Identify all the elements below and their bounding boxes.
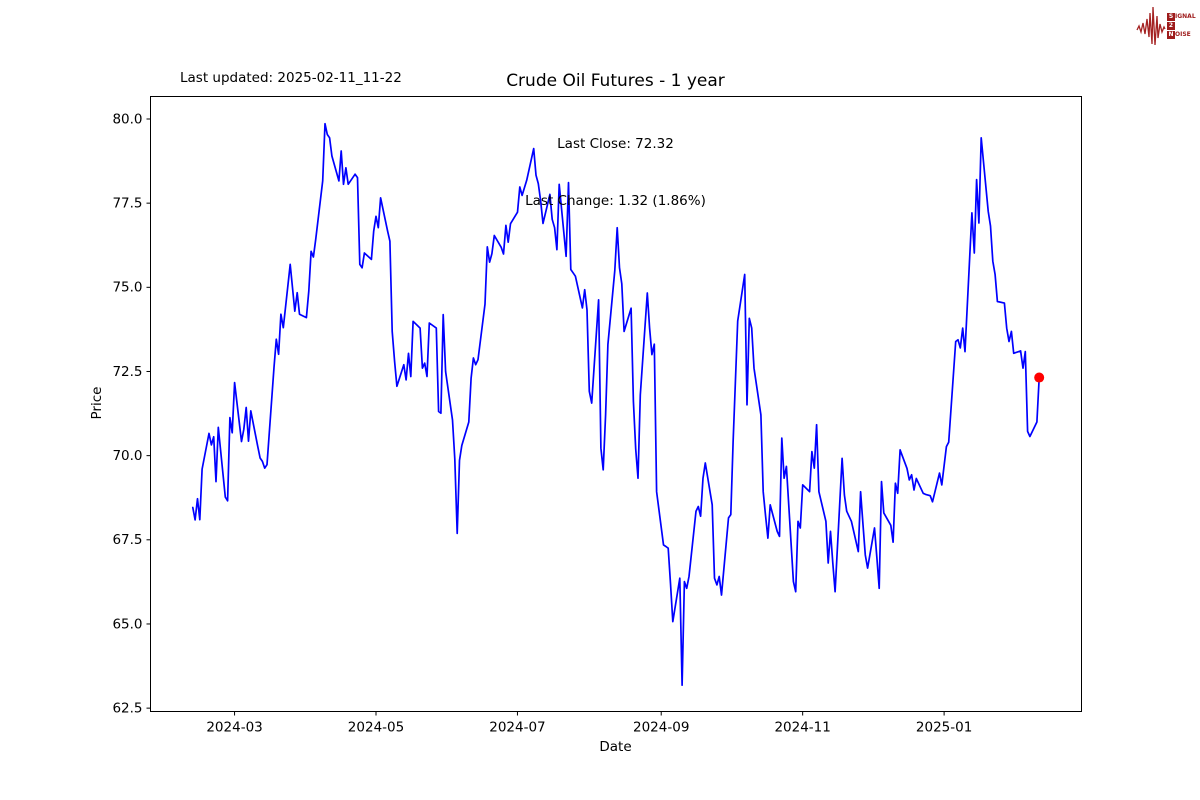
- last-change-annotation: Last Change: 1.32 (1.86%): [525, 193, 706, 209]
- x-tick-label: 2025-01: [916, 720, 972, 736]
- chart-annotation: Last Close: 72.32 Last Change: 1.32 (1.8…: [150, 97, 1081, 230]
- logo-row-signal: S IGNAL: [1167, 13, 1196, 21]
- last-close-annotation: Last Close: 72.32: [557, 136, 674, 152]
- x-tick-label: 2024-05: [348, 720, 404, 736]
- x-tick-label: 2024-11: [774, 720, 830, 736]
- logo-letter-n: N: [1167, 31, 1175, 39]
- y-axis-label: Price: [89, 386, 105, 420]
- logo-letter-2: 2: [1167, 22, 1175, 30]
- plot-frame: [150, 96, 1082, 712]
- signal2noise-logo: S IGNAL 2 N OISE: [1136, 4, 1196, 48]
- logo-wordmark: S IGNAL 2 N OISE: [1167, 13, 1196, 39]
- y-tick-label: 72.5: [112, 364, 142, 380]
- logo-row-2: 2: [1167, 22, 1196, 30]
- logo-row-noise: N OISE: [1167, 31, 1196, 39]
- last-updated-text: Last updated: 2025-02-11_11-22: [180, 70, 402, 86]
- logo-text-oise: OISE: [1175, 31, 1191, 38]
- last-price-marker: [1034, 372, 1045, 383]
- logo-waveform-icon: [1136, 6, 1166, 46]
- y-tick-label: 80.0: [112, 111, 142, 127]
- y-tick-label: 62.5: [112, 700, 142, 716]
- x-tick-label: 2024-07: [489, 720, 545, 736]
- x-tick-label: 2024-03: [206, 720, 262, 736]
- y-tick-label: 67.5: [112, 532, 142, 548]
- logo-letter-s: S: [1167, 13, 1175, 21]
- y-tick-label: 70.0: [112, 448, 142, 464]
- x-axis-label: Date: [599, 739, 632, 755]
- x-tick-label: 2024-09: [633, 720, 689, 736]
- y-tick-label: 77.5: [112, 195, 142, 211]
- chart-title: Crude Oil Futures - 1 year: [506, 71, 725, 91]
- logo-text-ignal: IGNAL: [1175, 13, 1196, 20]
- y-tick-label: 65.0: [112, 616, 142, 632]
- y-tick-label: 75.0: [112, 280, 142, 296]
- price-line: [191, 122, 1041, 687]
